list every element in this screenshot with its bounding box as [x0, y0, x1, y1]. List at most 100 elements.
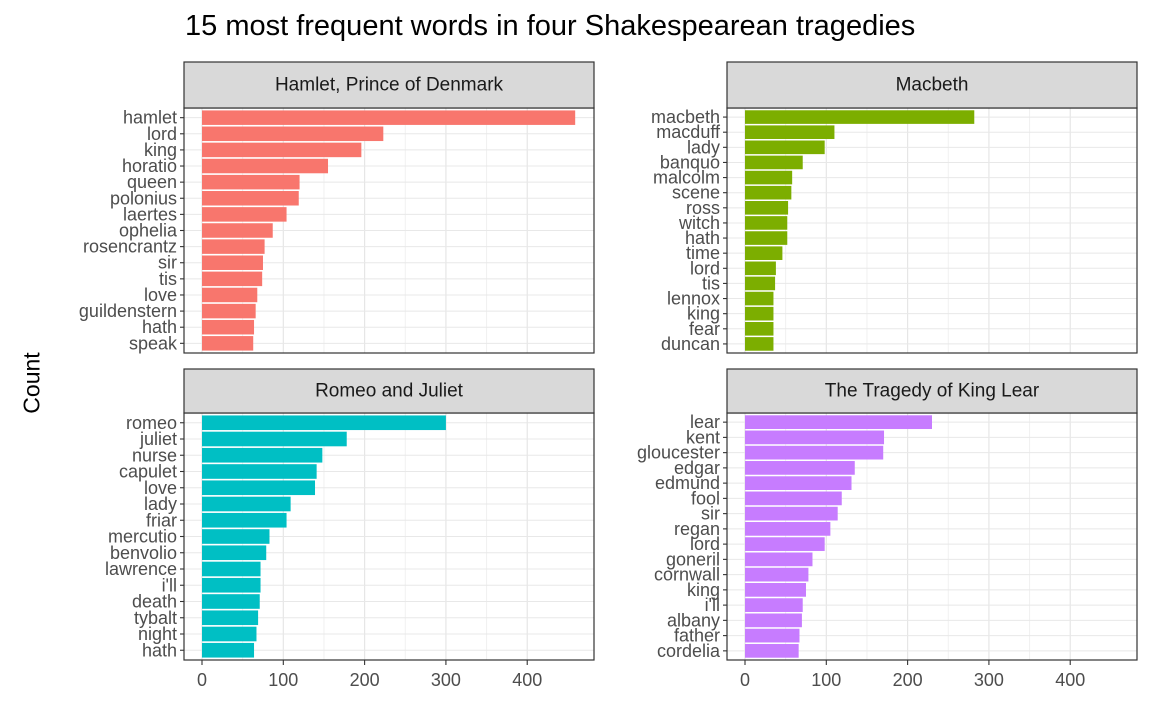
bar: [202, 287, 258, 303]
category-label: benvolio: [110, 543, 177, 563]
category-label: nurse: [132, 445, 177, 465]
x-tick-label: 100: [811, 670, 841, 690]
bar: [745, 522, 831, 536]
category-label: gloucester: [637, 443, 720, 463]
bar: [202, 642, 255, 658]
category-label: king: [687, 580, 720, 600]
bar: [745, 216, 788, 230]
category-label: hath: [142, 640, 177, 660]
bar: [745, 567, 809, 582]
bar: [745, 140, 825, 155]
category-label: romeo: [126, 413, 177, 433]
category-label: i'll: [162, 575, 177, 595]
bar: [745, 445, 884, 460]
bar: [745, 461, 855, 475]
x-tick-label: 400: [1055, 670, 1085, 690]
category-label: sir: [701, 504, 720, 524]
facet-title: Hamlet, Prince of Denmark: [275, 75, 504, 96]
bar: [202, 529, 270, 544]
bar: [202, 255, 263, 270]
bar: [745, 583, 806, 597]
category-label: tis: [702, 273, 720, 293]
category-label: hath: [142, 317, 177, 337]
bar: [202, 207, 287, 222]
category-label: lady: [144, 494, 177, 514]
bar: [745, 506, 838, 521]
chart-title: 15 most frequent words in four Shakespea…: [185, 10, 916, 42]
category-label: tis: [159, 269, 177, 289]
bar: [745, 476, 852, 490]
category-label: fool: [691, 488, 720, 508]
bar: [745, 613, 802, 628]
facet-title: The Tragedy of King Lear: [825, 381, 1040, 402]
bar: [202, 561, 261, 577]
category-label: kent: [686, 427, 720, 447]
bar: [202, 512, 287, 528]
facet-title: Macbeth: [896, 75, 969, 96]
bar: [745, 276, 776, 291]
bar: [202, 415, 446, 431]
bar: [202, 223, 273, 238]
bar: [745, 261, 776, 276]
category-label: lady: [687, 137, 720, 157]
category-label: guildenstern: [79, 301, 177, 321]
category-label: lord: [690, 534, 720, 554]
category-label: love: [144, 285, 177, 305]
category-label: hath: [685, 228, 720, 248]
facet-title: Romeo and Juliet: [315, 381, 464, 402]
x-tick-label: 200: [350, 670, 380, 690]
bar: [745, 491, 842, 506]
x-tick-label: 400: [512, 670, 542, 690]
bar: [202, 626, 257, 642]
category-label: father: [674, 626, 720, 646]
category-label: death: [132, 592, 177, 612]
bar: [202, 142, 362, 158]
category-label: edgar: [674, 458, 720, 478]
category-label: friar: [146, 510, 177, 530]
bar: [745, 598, 803, 612]
bar: [202, 239, 265, 254]
category-label: juliet: [139, 429, 177, 449]
x-tick-label: 200: [893, 670, 923, 690]
bar: [202, 480, 316, 496]
category-label: mercutio: [108, 527, 177, 547]
bar: [745, 537, 825, 551]
category-label: scene: [672, 183, 720, 203]
category-label: regan: [674, 519, 720, 539]
category-label: ross: [686, 198, 720, 218]
category-label: banquo: [660, 152, 720, 172]
category-label: malcolm: [653, 168, 720, 188]
bar: [745, 291, 774, 306]
bar: [745, 125, 835, 140]
bar: [745, 306, 774, 321]
bar: [745, 643, 799, 658]
category-label: duncan: [661, 334, 720, 354]
category-label: edmund: [655, 473, 720, 493]
facet-strip: [183, 368, 595, 414]
bar: [202, 271, 263, 287]
category-label: lawrence: [105, 559, 177, 579]
bar: [745, 415, 932, 430]
facet-strip: [726, 368, 1138, 414]
x-tick-label: 0: [197, 670, 207, 690]
bar: [202, 319, 255, 335]
category-label: speak: [129, 333, 178, 353]
bar: [202, 303, 256, 319]
category-label: cornwall: [654, 565, 720, 585]
category-label: lear: [690, 412, 720, 432]
bar: [745, 201, 789, 215]
category-label: queen: [127, 172, 177, 192]
category-label: lord: [690, 258, 720, 278]
bar: [202, 496, 291, 512]
bar: [745, 155, 803, 170]
bar: [745, 185, 792, 200]
x-tick-label: 300: [974, 670, 1004, 690]
category-label: fear: [689, 319, 720, 339]
category-label: goneril: [666, 549, 720, 569]
facet-strip: [183, 61, 595, 109]
bar: [202, 191, 299, 206]
category-label: polonius: [110, 188, 177, 208]
category-label: i'll: [705, 595, 720, 615]
bar: [202, 110, 576, 125]
